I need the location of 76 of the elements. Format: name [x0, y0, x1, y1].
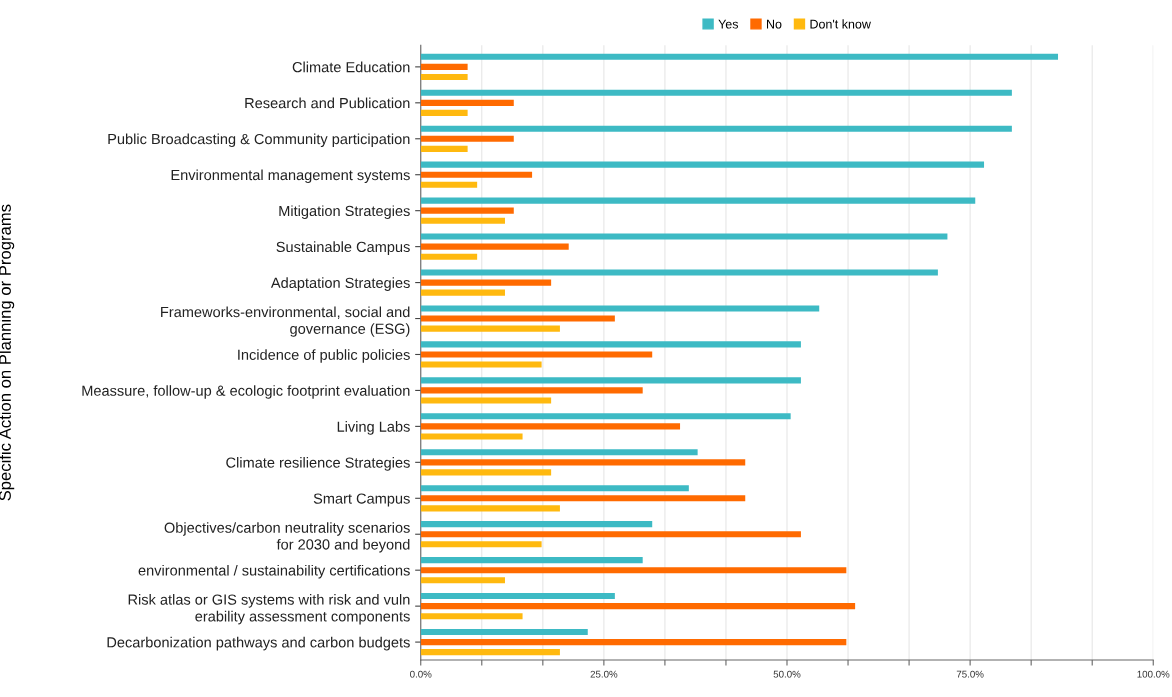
bar	[420, 145, 468, 152]
bar	[420, 377, 801, 384]
legend-label: No	[767, 19, 782, 29]
bar	[420, 63, 468, 70]
bar	[420, 649, 560, 656]
bar	[420, 397, 552, 404]
bar	[420, 269, 938, 276]
bar	[420, 505, 560, 512]
bar	[420, 217, 505, 224]
bar	[420, 125, 1012, 132]
legend-label: Yes	[718, 19, 739, 29]
bar	[420, 351, 653, 358]
y-tick-label: Public Broadcasting & Community participation	[108, 133, 410, 148]
bar	[420, 279, 552, 286]
bar	[420, 531, 801, 538]
x-tick-label: 0.0%	[410, 670, 432, 678]
bar	[420, 593, 615, 600]
y-tick-label: Climate resilience Strategies	[226, 457, 410, 471]
y-tick-label: Adaptation Strategies	[270, 277, 410, 291]
bar	[420, 361, 542, 368]
x-tick-label: 100.0%	[1137, 670, 1170, 678]
bar	[420, 521, 653, 528]
bar	[420, 109, 468, 116]
bar	[420, 469, 552, 476]
y-tick-label: Smart Campus	[313, 493, 410, 507]
y-tick-label: Climate Education	[292, 61, 410, 73]
y-tick-label: Frameworks-environmental, social and governance (ESG)	[161, 306, 410, 337]
bar	[420, 423, 681, 430]
y-tick-label: Research and Publication	[245, 97, 410, 109]
bar	[420, 99, 514, 106]
y-tick-label: Living Labs	[337, 421, 410, 435]
bar	[420, 73, 468, 80]
bar	[420, 315, 615, 322]
bar	[420, 305, 820, 312]
bar	[420, 207, 514, 214]
bar	[420, 639, 847, 646]
bar	[420, 89, 1012, 96]
y-tick-label: Risk atlas or GIS systems with risk and vuln erability assessment components	[128, 594, 410, 625]
bar	[420, 433, 523, 440]
y-tick-label: Sustainable Campus	[276, 241, 410, 255]
y-tick-label: Meassure, follow-up & ecologic footprint evaluation	[82, 385, 410, 399]
bar	[420, 253, 478, 260]
bar	[420, 197, 976, 204]
bar	[420, 557, 643, 564]
bar	[420, 628, 588, 636]
bar	[420, 485, 689, 492]
bar	[420, 171, 533, 178]
x-tick-label: 50.0%	[773, 670, 801, 678]
bar	[420, 161, 985, 168]
bar	[420, 541, 542, 548]
bar	[420, 449, 698, 456]
bar	[420, 325, 560, 332]
bar	[420, 613, 523, 620]
bar	[420, 341, 801, 348]
bar	[420, 603, 856, 610]
bar	[420, 577, 505, 584]
bar	[420, 495, 746, 502]
y-tick-label: Incidence of public policies	[238, 349, 410, 363]
bar	[420, 181, 478, 188]
bar	[420, 289, 505, 296]
bar	[420, 53, 1059, 60]
bar	[420, 135, 514, 142]
legend-label: Don't know	[810, 19, 871, 29]
y-tick-label: Decarbonization pathways and carbon budgets	[107, 636, 410, 651]
y-tick-label: Mitigation Strategies	[279, 205, 410, 219]
y-tick-label: Environmental management systems	[171, 169, 410, 184]
x-tick-label: 75.0%	[956, 670, 984, 678]
y-tick-label: environmental / sustainability certifications	[138, 564, 410, 579]
y-tick-label: Objectives/carbon neutrality scenarios for 2030 and beyond	[164, 522, 410, 553]
bar	[420, 413, 791, 420]
bar	[420, 567, 847, 574]
bar	[420, 243, 569, 250]
bar	[420, 387, 643, 394]
x-tick-label: 25.0%	[590, 670, 618, 678]
bar	[420, 459, 746, 466]
bar	[420, 233, 948, 240]
